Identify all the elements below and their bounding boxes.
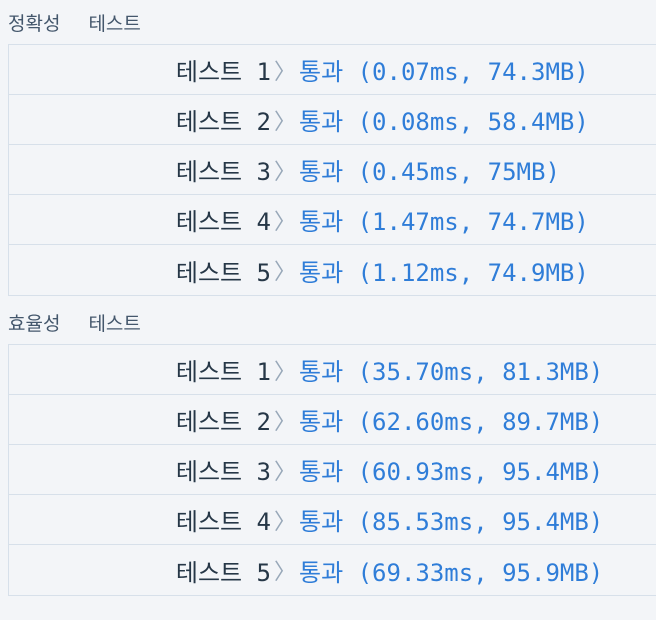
test-label: 테스트 5	[175, 258, 271, 287]
section-subtitle: 테스트	[88, 12, 141, 35]
test-result-row: 테스트 2 〉 통과 (62.60ms, 89.7MB)	[9, 395, 656, 445]
test-result-row: 테스트 3 〉 통과 (60.93ms, 95.4MB)	[9, 445, 656, 495]
chevron-right-icon: 〉	[273, 359, 296, 385]
test-result: 통과 (0.07ms, 74.3MB)	[299, 58, 589, 86]
test-result: 통과 (1.47ms, 74.7MB)	[299, 208, 589, 236]
test-result: 통과 (35.70ms, 81.3MB)	[299, 358, 604, 386]
test-label: 테스트 2	[175, 408, 271, 436]
efficiency-test-table: 테스트 1 〉 통과 (35.70ms, 81.3MB) 테스트 2 〉 통과 …	[8, 344, 656, 596]
chevron-right-icon: 〉	[273, 509, 296, 535]
section-title: 효율성	[8, 312, 61, 335]
chevron-right-icon: 〉	[273, 260, 296, 285]
section-header-efficiency: 효율성 테스트	[0, 300, 656, 344]
chevron-right-icon: 〉	[273, 409, 296, 435]
test-label: 테스트 1	[175, 358, 271, 386]
chevron-right-icon: 〉	[273, 459, 296, 485]
test-label: 테스트 4	[175, 508, 271, 536]
chevron-right-icon: 〉	[273, 59, 296, 85]
test-result-row: 테스트 4 〉 통과 (85.53ms, 95.4MB)	[9, 495, 656, 545]
test-result-row: 테스트 5 〉 통과 (69.33ms, 95.9MB)	[9, 545, 656, 595]
chevron-right-icon: 〉	[273, 209, 296, 235]
test-label: 테스트 1	[175, 58, 271, 86]
test-result: 통과 (85.53ms, 95.4MB)	[299, 508, 604, 536]
test-result-row: 테스트 4 〉 통과 (1.47ms, 74.7MB)	[9, 195, 656, 245]
test-result-row: 테스트 2 〉 통과 (0.08ms, 58.4MB)	[9, 95, 656, 145]
test-label: 테스트 5	[175, 558, 271, 587]
section-header-accuracy: 정확성 테스트	[0, 0, 656, 44]
test-result: 통과 (60.93ms, 95.4MB)	[299, 458, 604, 486]
section-subtitle: 테스트	[88, 312, 141, 335]
test-result: 통과 (0.45ms, 75MB)	[299, 158, 560, 186]
accuracy-test-table: 테스트 1 〉 통과 (0.07ms, 74.3MB) 테스트 2 〉 통과 (…	[8, 44, 656, 296]
test-result-row: 테스트 3 〉 통과 (0.45ms, 75MB)	[9, 145, 656, 195]
test-result: 통과 (0.08ms, 58.4MB)	[299, 108, 589, 136]
test-result-row: 테스트 5 〉 통과 (1.12ms, 74.9MB)	[9, 245, 656, 295]
test-result: 통과 (1.12ms, 74.9MB)	[299, 258, 589, 287]
chevron-right-icon: 〉	[273, 159, 296, 185]
test-result: 통과 (69.33ms, 95.9MB)	[299, 558, 604, 587]
test-label: 테스트 4	[175, 208, 271, 236]
test-result-row: 테스트 1 〉 통과 (35.70ms, 81.3MB)	[9, 345, 656, 395]
test-result: 통과 (62.60ms, 89.7MB)	[299, 408, 604, 436]
test-label: 테스트 3	[175, 458, 271, 486]
chevron-right-icon: 〉	[273, 560, 296, 585]
test-label: 테스트 3	[175, 158, 271, 186]
test-result-row: 테스트 1 〉 통과 (0.07ms, 74.3MB)	[9, 45, 656, 95]
section-title: 정확성	[8, 12, 61, 35]
test-label: 테스트 2	[175, 108, 271, 136]
chevron-right-icon: 〉	[273, 109, 296, 135]
